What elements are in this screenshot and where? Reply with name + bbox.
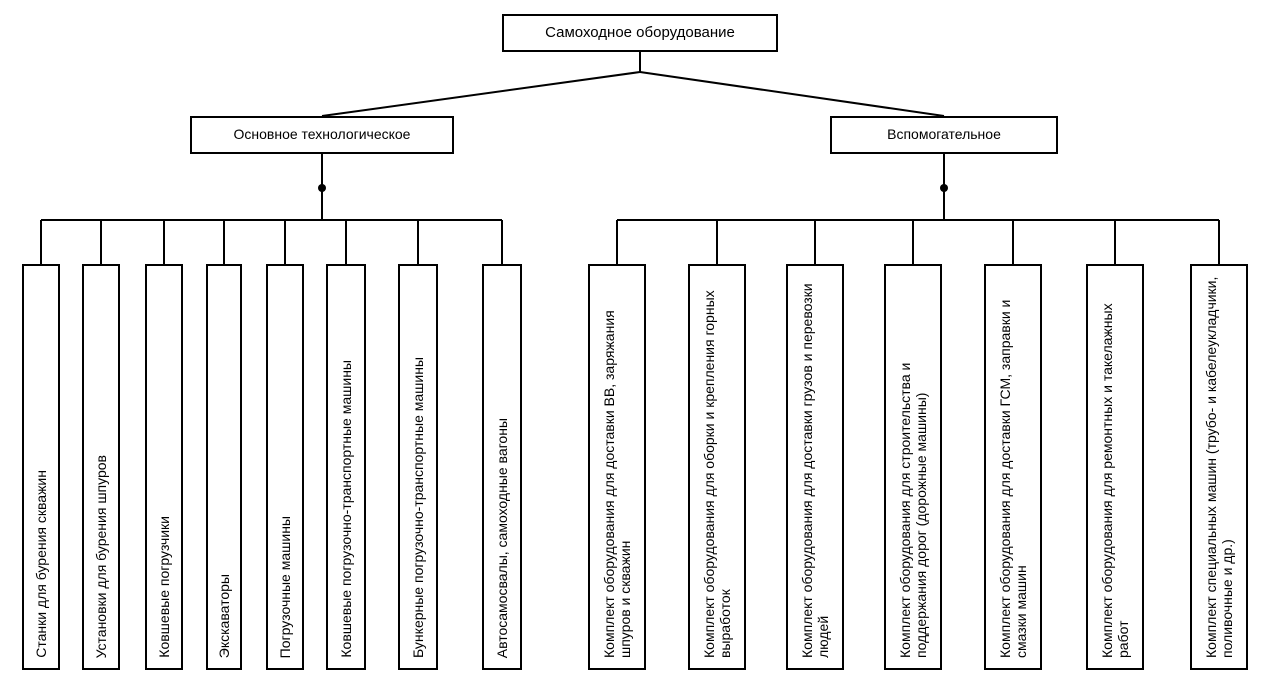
leaf-l9: Комплект оборудования для доставки ВВ, з… bbox=[588, 264, 646, 670]
root-label: Самоходное оборудование bbox=[545, 25, 735, 42]
leaf-label: Комплект специальных машин (трубо- и каб… bbox=[1203, 266, 1235, 668]
leaf-label: Ковшевые погрузочно-транспортные машины bbox=[338, 350, 354, 668]
mid-label: Вспомогательное bbox=[887, 127, 1001, 142]
leaf-l11: Комплект оборудования для доставки грузо… bbox=[786, 264, 844, 670]
leaf-label: Погрузочные машины bbox=[277, 506, 293, 668]
leaf-label: Комплект оборудования для доставки ВВ, з… bbox=[601, 266, 633, 668]
leaf-l5: Погрузочные машины bbox=[266, 264, 304, 670]
mid-node-main-tech: Основное технологическое bbox=[190, 116, 454, 154]
leaf-label: Комплект оборудования для оборки и крепл… bbox=[701, 266, 733, 668]
root-node: Самоходное оборудование bbox=[502, 14, 778, 52]
leaf-l3: Ковшевые погрузчики bbox=[145, 264, 183, 670]
leaf-l10: Комплект оборудования для оборки и крепл… bbox=[688, 264, 746, 670]
leaf-l6: Ковшевые погрузочно-транспортные машины bbox=[326, 264, 366, 670]
leaf-l4: Экскаваторы bbox=[206, 264, 242, 670]
leaf-label: Ковшевые погрузчики bbox=[156, 506, 172, 668]
leaf-label: Бункерные погрузочно-транспортные машины bbox=[410, 347, 426, 668]
leaf-label: Станки для бурения скважин bbox=[33, 460, 49, 668]
leaf-label: Установки для бурения шпуров bbox=[93, 445, 109, 668]
leaf-l1: Станки для бурения скважин bbox=[22, 264, 60, 670]
leaf-label: Комплект оборудования для строительства … bbox=[897, 266, 929, 668]
leaf-l2: Установки для бурения шпуров bbox=[82, 264, 120, 670]
leaf-label: Комплект оборудования для ремонтных и та… bbox=[1099, 266, 1131, 668]
leaf-label: Комплект оборудования для доставки грузо… bbox=[799, 266, 831, 668]
leaf-l12: Комплект оборудования для строительства … bbox=[884, 264, 942, 670]
leaf-l15: Комплект специальных машин (трубо- и каб… bbox=[1190, 264, 1248, 670]
leaf-l8: Автосамосвалы, самоходные вагоны bbox=[482, 264, 522, 670]
mid-node-auxiliary: Вспомогательное bbox=[830, 116, 1058, 154]
mid-label: Основное технологическое bbox=[234, 127, 411, 142]
leaf-label: Экскаваторы bbox=[216, 564, 232, 668]
leaf-label: Комплект оборудования для доставки ГСМ, … bbox=[997, 266, 1029, 668]
leaf-l14: Комплект оборудования для ремонтных и та… bbox=[1086, 264, 1144, 670]
leaf-l13: Комплект оборудования для доставки ГСМ, … bbox=[984, 264, 1042, 670]
leaf-l7: Бункерные погрузочно-транспортные машины bbox=[398, 264, 438, 670]
leaf-label: Автосамосвалы, самоходные вагоны bbox=[494, 408, 510, 668]
